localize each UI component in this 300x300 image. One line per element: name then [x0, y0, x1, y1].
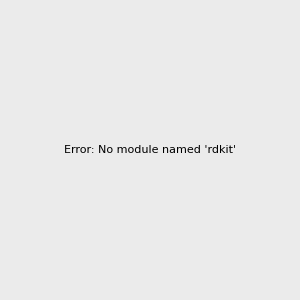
Text: Error: No module named 'rdkit': Error: No module named 'rdkit' — [64, 145, 236, 155]
